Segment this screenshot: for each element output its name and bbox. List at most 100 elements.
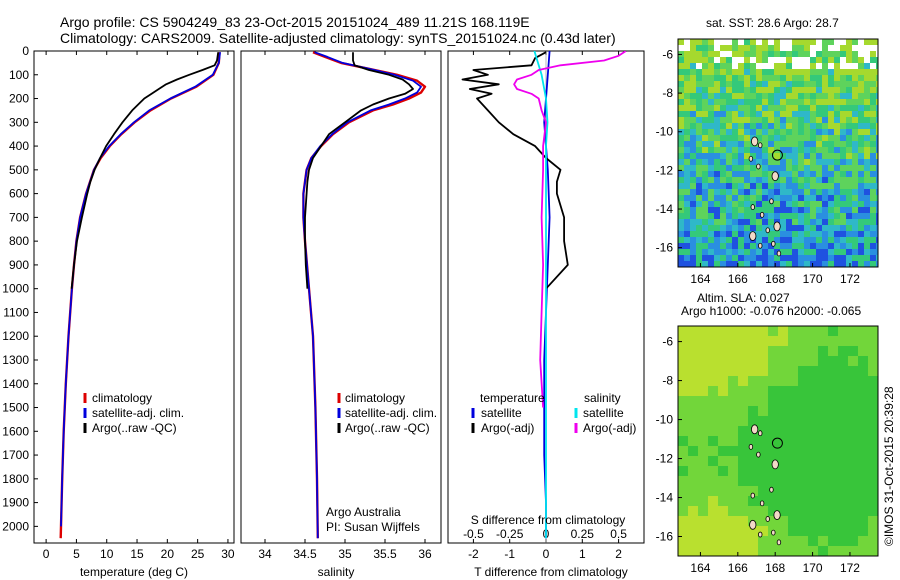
map-cell [778, 446, 788, 456]
map-cell [840, 207, 846, 213]
map-cell [718, 506, 728, 516]
temperature-ticks: 0 5 10 15 20 25 300100200300400500600700800900… [2, 44, 235, 561]
x-tick-label: 164 [690, 561, 710, 575]
map-cell [714, 69, 720, 75]
map-cell [818, 456, 828, 466]
map-cell [690, 69, 696, 75]
map-cell [732, 219, 738, 225]
y-tick-label: -10 [656, 125, 674, 139]
map-cell [792, 69, 798, 75]
map-cell [726, 249, 732, 255]
map-cell [768, 496, 778, 506]
map-cell [726, 165, 732, 171]
map-cell [834, 219, 840, 225]
map-cell [762, 171, 768, 177]
salinity-axes-frame [240, 50, 442, 544]
map-cell [852, 117, 858, 123]
y-tick-label: 1100 [3, 305, 29, 319]
map-cell [840, 231, 846, 237]
map-cell [684, 117, 690, 123]
map-cell [698, 356, 708, 366]
map-cell [840, 171, 846, 177]
map-cell [690, 129, 696, 135]
map-cell [858, 207, 864, 213]
map-cell [696, 69, 702, 75]
map-cell [744, 45, 750, 51]
map-cell [744, 39, 750, 45]
map-cell [708, 93, 714, 99]
map-cell [714, 129, 720, 135]
map-cell [788, 376, 798, 386]
map-cell [828, 159, 834, 165]
map-cell [858, 171, 864, 177]
map-cell [696, 99, 702, 105]
map-cell [762, 123, 768, 129]
map-cell [822, 99, 828, 105]
map-cell [718, 476, 728, 486]
map-cell [808, 376, 818, 386]
map-cell [780, 99, 786, 105]
map-cell [846, 195, 852, 201]
map-cell [720, 207, 726, 213]
map-cell [684, 165, 690, 171]
map-cell [816, 123, 822, 129]
map-cell [720, 69, 726, 75]
map-cell [828, 117, 834, 123]
y-tick-label: -16 [656, 530, 674, 544]
map-cell [762, 261, 768, 267]
map-cell [698, 466, 708, 476]
difference-top-xlabel: S difference from climatology [471, 513, 626, 527]
map-cell [678, 63, 684, 69]
map-cell [834, 39, 840, 45]
map-cell [702, 111, 708, 117]
map-cell [708, 406, 718, 416]
y-tick-label: -6 [662, 47, 673, 61]
map-cell [738, 436, 748, 446]
map-cell [774, 93, 780, 99]
map-cell [738, 135, 744, 141]
map-cell [828, 111, 834, 117]
map-cell [718, 386, 728, 396]
map-cell [774, 129, 780, 135]
map-cell [810, 87, 816, 93]
map-cell [744, 225, 750, 231]
map-cell [678, 147, 684, 153]
map-cell [758, 326, 768, 336]
map-cell [738, 99, 744, 105]
map-cell [818, 496, 828, 506]
map-cell [780, 81, 786, 87]
map-cell [780, 159, 786, 165]
map-cell [702, 261, 708, 267]
x-tick-label: 170 [803, 561, 823, 575]
island [773, 510, 781, 520]
map-cell [756, 93, 762, 99]
map-cell [696, 213, 702, 219]
map-cell [834, 189, 840, 195]
map-cell [762, 231, 768, 237]
map-cell [778, 336, 788, 346]
map-cell [708, 45, 714, 51]
map-cell [786, 141, 792, 147]
map-cell [678, 39, 684, 45]
map-cell [848, 446, 858, 456]
map-cell [810, 207, 816, 213]
sla-map-islands [748, 424, 783, 546]
map-cell [798, 376, 808, 386]
map-cell [678, 261, 684, 267]
map-cell [852, 87, 858, 93]
map-cell [792, 57, 798, 63]
map-cell [744, 213, 750, 219]
map-cell [828, 183, 834, 189]
map-cell [720, 249, 726, 255]
map-cell [798, 177, 804, 183]
map-cell [816, 243, 822, 249]
map-cell [732, 135, 738, 141]
map-cell [792, 159, 798, 165]
map-cell [678, 201, 684, 207]
map-cell [828, 207, 834, 213]
map-cell [778, 526, 788, 536]
map-cell [786, 123, 792, 129]
x-tick-label: 10 [100, 547, 114, 561]
y-tick-label: 700 [9, 210, 29, 224]
map-cell [786, 249, 792, 255]
